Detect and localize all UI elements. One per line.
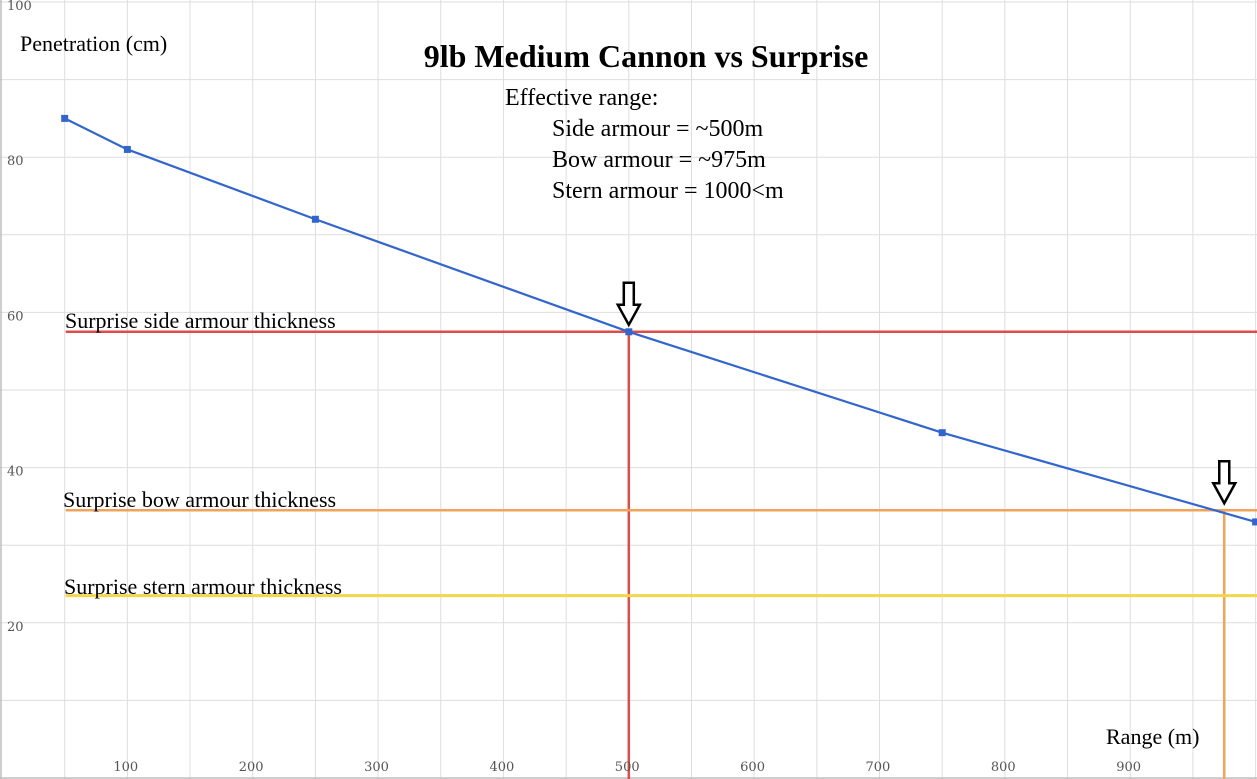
y-tick-label: 40 xyxy=(7,465,24,480)
chart-title: 9lb Medium Cannon vs Surprise xyxy=(424,38,869,74)
data-point xyxy=(938,429,946,437)
series-line xyxy=(64,117,1256,523)
data-point xyxy=(311,215,319,223)
y-tick-label: 100 xyxy=(7,0,32,14)
x-tick-label: 500 xyxy=(615,760,640,775)
y-tick-label: 20 xyxy=(7,620,24,635)
annotation-line-bow: Bow armour = ~975m xyxy=(552,147,766,173)
x-tick-label: 100 xyxy=(113,760,138,775)
x-tick-label: 600 xyxy=(740,760,765,775)
y-tick-label: 80 xyxy=(7,154,24,169)
threshold-label-stern: Surprise stern armour thickness xyxy=(64,574,342,599)
x-axis-label: Range (m) xyxy=(1106,724,1199,749)
annotation-line-stern: Stern armour = 1000<m xyxy=(552,178,784,204)
threshold-label-bow: Surprise bow armour thickness xyxy=(63,487,336,512)
data-point xyxy=(123,145,131,153)
effective-range-markers xyxy=(615,281,1238,506)
tick-labels: 100 200 300 400 500 600 700 800 900 20 40 60 80 100 xyxy=(7,0,1141,775)
x-tick-label: 300 xyxy=(364,760,389,775)
x-tick-label: 900 xyxy=(1116,760,1141,775)
series xyxy=(61,114,1257,526)
y-tick-label: 60 xyxy=(7,309,24,324)
y-axis-label: Penetration (cm) xyxy=(20,31,167,56)
threshold-labels: Surprise side armour thickness Surprise … xyxy=(63,308,342,599)
threshold-label-side: Surprise side armour thickness xyxy=(65,308,336,333)
x-tick-label: 700 xyxy=(866,760,891,775)
x-tick-label: 400 xyxy=(489,760,514,775)
annotation-box: Effective range: Side armour = ~500m Bow… xyxy=(505,85,784,204)
annotation-line-side: Side armour = ~500m xyxy=(552,116,763,142)
data-point xyxy=(61,114,69,122)
arrow-down-icon xyxy=(1211,460,1238,506)
threshold-lines xyxy=(65,330,1257,779)
x-tick-label: 800 xyxy=(991,760,1016,775)
data-point xyxy=(1252,518,1257,526)
x-tick-label: 200 xyxy=(239,760,264,775)
annotation-heading: Effective range: xyxy=(505,85,658,111)
arrow-down-icon xyxy=(615,281,642,328)
data-point xyxy=(625,328,633,336)
